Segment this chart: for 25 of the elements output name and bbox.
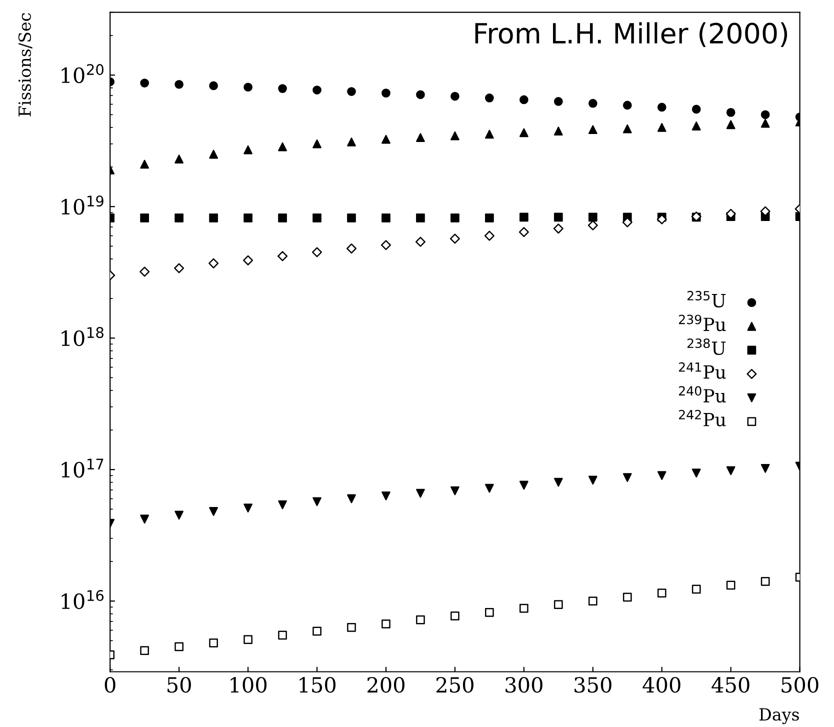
x-tick-label: 50 — [168, 676, 191, 693]
x-tick-label: 500 — [782, 676, 818, 693]
x-tick-label: 300 — [506, 676, 542, 693]
x-axis-title: Days — [759, 708, 799, 724]
legend-label: $^{235}$U — [687, 290, 726, 308]
legend-label: $^{238}$U — [687, 338, 726, 356]
y-tick-label: 10$^{19}$ — [62, 196, 104, 215]
y-tick-label: 10$^{17}$ — [62, 458, 104, 478]
y-tick-label: 10$^{20}$ — [62, 64, 104, 84]
x-tick-label: 400 — [642, 676, 680, 693]
y-tick-label: 10$^{18}$ — [62, 327, 104, 346]
x-tick-label: 350 — [574, 676, 612, 693]
x-tick-label: 150 — [300, 676, 336, 693]
legend-label: $^{242}$Pu — [678, 410, 726, 426]
legend-label: $^{240}$Pu — [678, 386, 726, 403]
annotation: From L.H. Miller (2000) — [475, 22, 788, 48]
legend-label: $^{239}$Pu — [678, 314, 726, 332]
x-tick-label: 100 — [230, 676, 267, 693]
x-tick-label: 450 — [712, 676, 750, 693]
x-tick-label: 200 — [368, 676, 404, 693]
y-axis-title: Fissions/Sec — [18, 13, 32, 116]
legend-label: $^{241}$Pu — [678, 362, 726, 379]
x-tick-label: 0 — [104, 676, 116, 693]
x-tick-label: 250 — [436, 676, 474, 693]
y-tick-label: 10$^{16}$ — [62, 590, 104, 610]
